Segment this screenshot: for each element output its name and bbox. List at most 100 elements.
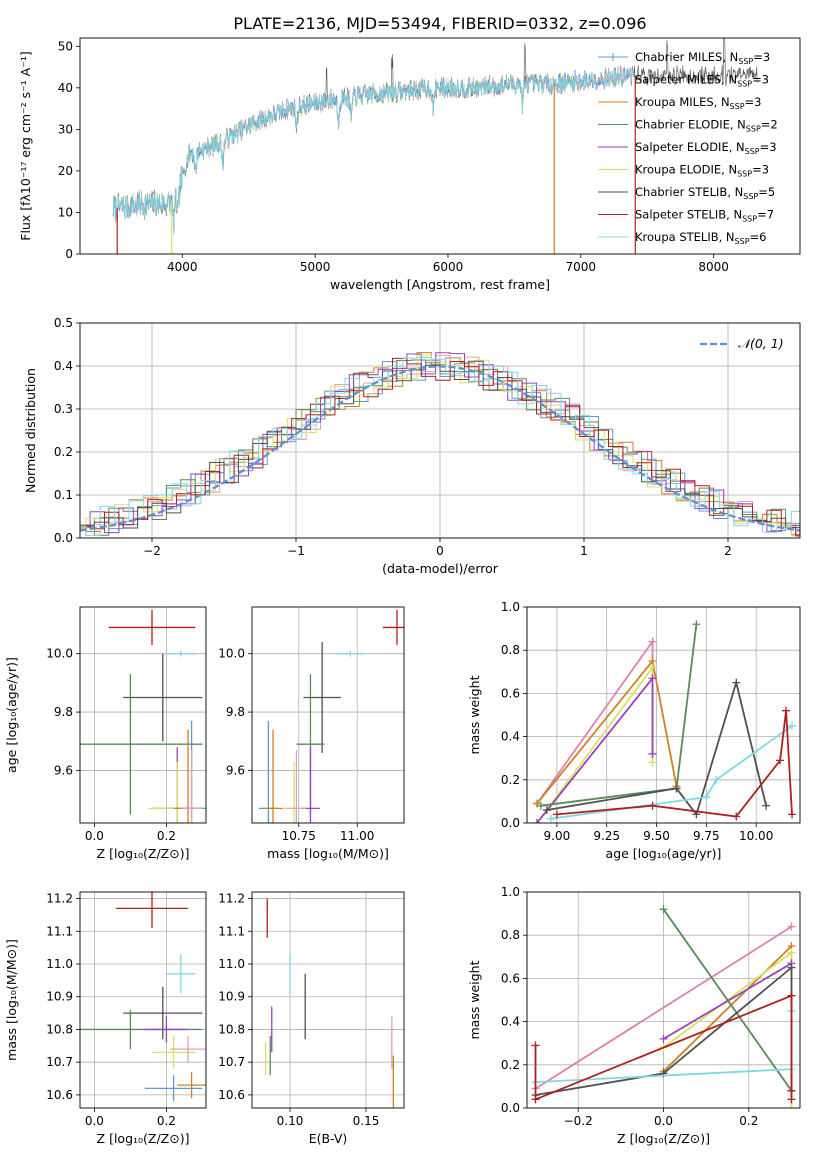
y-axis-label: mass weight	[467, 960, 482, 1039]
weight-point	[546, 814, 555, 823]
y-tick-label: 0	[65, 247, 73, 261]
weight-point	[776, 756, 785, 765]
x-tick-label: 0.0	[654, 1114, 673, 1128]
errorbar-salp_stelib	[108, 609, 196, 645]
weight-point	[648, 758, 657, 767]
gaussian-curve	[80, 365, 800, 532]
y-tick-label: 0.4	[54, 359, 73, 373]
y-tick-label: 0.4	[501, 730, 520, 744]
errorbar-salp_miles	[180, 750, 203, 823]
weight-point	[659, 1034, 668, 1043]
weight-point	[659, 905, 668, 914]
axes-frame: 0.0 0.2 9.6 9.8 10.0 Z [log₁₀(Z/Z⊙)] age [log₁…	[4, 647, 189, 861]
y-tick-label: 10.0	[46, 647, 73, 661]
weight-point	[712, 775, 721, 784]
y-tick-label: 20	[58, 164, 73, 178]
errorbar-chab_elodie	[80, 674, 203, 815]
errorbar-salp_elodie	[144, 1016, 188, 1043]
y-tick-label: 10.0	[218, 647, 245, 661]
y-axis-label: mass [log₁₀(M/M⊙)]	[4, 939, 19, 1061]
weight-point	[536, 801, 545, 810]
y-tick-label: 0.2	[54, 445, 73, 459]
weight-point	[787, 963, 796, 972]
weight-point	[648, 801, 657, 810]
legend-label: Chabrier MILES, NSSP=3	[635, 50, 770, 66]
plot-age_vs_mass	[252, 607, 404, 823]
weight-point	[787, 922, 796, 931]
x-tick-label: 9.50	[643, 829, 670, 843]
histogram-salp_stelib	[80, 357, 800, 537]
panel-weight_vs_Z: −0.2 0.0 0.2 0.0 0.2 0.4 0.6 0.8 1.0 Z [log₁₀(Z/Z…	[467, 885, 801, 1146]
y-tick-label: 9.8	[54, 705, 73, 719]
legend-label: Salpeter MILES, NSSP=3	[635, 73, 769, 89]
y-tick-label: 10.9	[218, 990, 245, 1004]
errorbar-chab_stelib	[123, 986, 203, 1040]
weight-point	[782, 706, 791, 715]
weight-point	[672, 784, 681, 793]
plot-area	[80, 607, 206, 823]
y-tick-label: 0.1	[54, 488, 73, 502]
legend-label: Chabrier ELODIE, NSSP=2	[635, 118, 778, 134]
spectrum-line-krou_stelib	[112, 69, 635, 234]
axes-border	[79, 37, 801, 255]
x-tick-label: 10.00	[739, 829, 773, 843]
x-axis-label: (data-model)/error	[382, 561, 499, 576]
x-tick-label: 9.00	[544, 829, 571, 843]
axes-frame: −2 −1 0 1 2 0.0 0.1 0.2 0.3 0.4 0.5 (data-model)/er…	[23, 316, 784, 576]
x-tick-label: 0.2	[739, 1114, 758, 1128]
errorbar-krou_stelib	[336, 650, 365, 657]
x-tick-label: 10.75	[282, 829, 316, 843]
y-tick-label: 9.6	[54, 763, 73, 777]
plot-mass_vs_EBV	[252, 892, 404, 1108]
panel-weight_vs_age: 9.00 9.25 9.50 9.75 10.00 0.0 0.2 0.4 0.6 0.8 1.0 a…	[467, 600, 801, 861]
plot-weight_vs_age	[527, 607, 800, 823]
weight-point	[787, 1086, 796, 1095]
errorbar-krou_stelib	[166, 954, 196, 994]
chart-layer: 4000 5000 6000 7000 800001020304050wavelengt…	[4, 37, 801, 1146]
weight-point	[552, 810, 561, 819]
panel-mass_vs_EBV: 0.10 0.15 10.6 10.7 10.8 10.9 11.0 11.1 11.2 E(B-…	[218, 892, 405, 1146]
y-axis-label: age [log₁₀(age/yr)]	[4, 657, 19, 773]
panel-spectrum: 4000 5000 6000 7000 8000 0 10 20 30 40 50 wavelengt…	[18, 37, 801, 292]
y-tick-label: 0.6	[501, 686, 520, 700]
errorbar-salp_miles	[287, 750, 306, 823]
y-tick-label: 11.0	[218, 957, 245, 971]
panel-mass_vs_Z: 0.0 0.2 10.6 10.7 10.8 10.9 11.0 11.1 11.2 Z [log…	[4, 892, 207, 1146]
y-tick-label: 9.8	[226, 705, 245, 719]
x-tick-label: 9.25	[593, 829, 620, 843]
x-tick-label: −2	[143, 544, 161, 558]
y-tick-label: 10.7	[218, 1055, 245, 1069]
y-tick-label: 0.4	[501, 1015, 520, 1029]
weight-point	[692, 620, 701, 629]
y-tick-label: 1.0	[501, 600, 520, 614]
y-tick-label: 10.6	[46, 1088, 73, 1102]
legend-label: Chabrier STELIB, NSSP=5	[635, 185, 775, 201]
axes-frame: 0.0 0.2 10.6 10.7 10.8 10.9 11.0 11.1 11.2 Z [log…	[4, 892, 189, 1146]
plot-area	[252, 607, 404, 823]
y-tick-label: 11.1	[218, 924, 245, 938]
y-tick-label: 30	[58, 122, 73, 136]
y-tick-label: 11.0	[46, 957, 73, 971]
axes-frame: 9.00 9.25 9.50 9.75 10.00 0.0 0.2 0.4 0.6 0.8 1.0 a…	[467, 600, 773, 861]
errorbar-salp_miles	[170, 1036, 206, 1063]
x-tick-label: −0.2	[564, 1114, 593, 1128]
y-tick-label: 10.6	[218, 1088, 245, 1102]
y-tick-label: 0.0	[54, 531, 73, 545]
x-tick-label: 0.0	[85, 829, 104, 843]
plot-age_vs_Z	[80, 607, 206, 823]
weight-point	[732, 678, 741, 687]
y-tick-label: 0.2	[501, 773, 520, 787]
legend-label: Salpeter ELODIE, NSSP=3	[635, 140, 777, 156]
legend-label: Kroupa ELODIE, NSSP=3	[635, 163, 769, 179]
weight-point	[787, 991, 796, 1000]
x-axis-label: E(B-V)	[309, 1131, 348, 1146]
errorbar-chab_stelib	[303, 642, 341, 753]
plot-mass_vs_Z	[80, 892, 206, 1108]
y-tick-label: 11.2	[218, 892, 245, 906]
weight-point	[787, 1095, 796, 1104]
weight-line-chab_elodie	[662, 908, 793, 1092]
errorbar-chab_stelib	[123, 653, 203, 742]
figure-title: PLATE=2136, MJD=53494, FIBERID=0332, z=0…	[233, 14, 646, 33]
y-axis-label: Normed distribution	[23, 368, 38, 493]
y-tick-label: 10.9	[46, 990, 73, 1004]
